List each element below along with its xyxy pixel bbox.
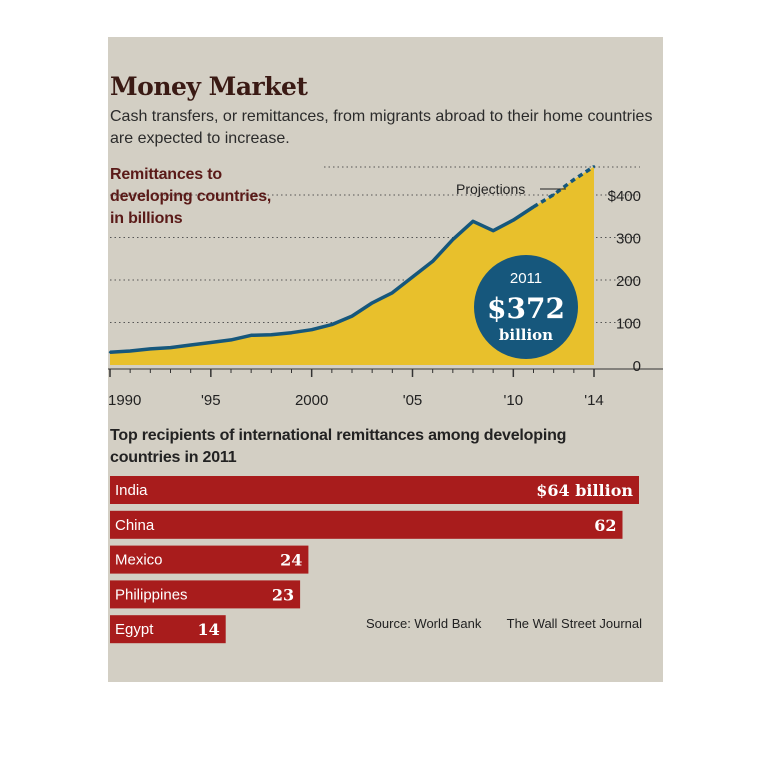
area-chart-title-line-2: developing countries, (110, 188, 271, 205)
bar-label-egypt: Egypt (115, 621, 154, 638)
projections-label: Projections (456, 181, 525, 197)
bar-label-philippines: Philippines (115, 586, 188, 603)
remittance-area-chart: 1990 '95 2000 '05 '10 '14 0 100 200 300 $400 Remi… (108, 165, 663, 409)
subtitle-line-2: are expected to increase. (110, 130, 290, 147)
infographic-subtitle: Cash transfers, or remittances, from mig… (110, 108, 657, 147)
data-points (108, 165, 596, 354)
credit-note: The Wall Street Journal (507, 616, 642, 631)
data-point-1990 (108, 351, 112, 354)
callout-bubble: 2011 $372 billion (474, 255, 578, 359)
bar-chart-title-line-1: Top recipients of international remittan… (110, 427, 566, 444)
data-point-2014 (592, 165, 596, 168)
subtitle-line-1: Cash transfers, or remittances, from mig… (110, 108, 652, 125)
bar-egypt: Egypt 14 (110, 615, 226, 644)
x-tick-label-2014: '14 (584, 392, 604, 409)
y-tick-label-300: 300 (616, 231, 641, 248)
callout-unit: billion (499, 326, 553, 344)
data-point-2008 (471, 220, 475, 223)
callout-value: $372 (487, 292, 565, 325)
data-point-1999 (290, 331, 293, 334)
data-point-1993 (169, 346, 172, 349)
bar-mexico: Mexico 24 (110, 545, 309, 574)
actual-series-line (109, 205, 535, 355)
data-point-2001 (330, 323, 333, 326)
data-point-1996 (229, 338, 233, 342)
data-point-1995 (209, 341, 212, 344)
bar-rect-india (110, 476, 639, 504)
callout-year: 2011 (510, 270, 542, 287)
y-axis-labels: 0 100 200 300 $400 (608, 188, 641, 375)
bar-label-mexico: Mexico (115, 552, 163, 569)
x-tick-label-2010: '10 (504, 392, 524, 409)
data-point-2006 (431, 260, 434, 263)
infographic-svg: Money Market Cash transfers, or remittan… (108, 72, 663, 644)
area-chart-title: Remittances to developing countries, in … (110, 166, 275, 227)
y-tick-label-100: 100 (616, 316, 641, 333)
x-tick-label-1990: 1990 (108, 392, 141, 409)
infographic-title: Money Market (110, 72, 308, 101)
bar-rect-philippines (110, 580, 301, 609)
data-point-2009 (492, 229, 495, 232)
bar-rect-china (110, 510, 623, 539)
bar-value-egypt: 14 (197, 620, 219, 639)
data-point-2013 (572, 178, 575, 181)
data-point-2012 (552, 193, 555, 196)
bar-rect-mexico (110, 545, 309, 574)
bar-value-china: 62 (594, 516, 616, 535)
bars: India $64 billion China 62 Mexico 24 Philippin… (110, 476, 639, 644)
bar-chart-title-line-2: countries in 2011 (110, 449, 237, 466)
bar-china: China 62 (110, 510, 623, 539)
data-point-2007 (451, 238, 454, 241)
bar-label-india: India (115, 482, 148, 499)
x-tick-label-1995: '95 (201, 392, 221, 409)
bar-philippines: Philippines 23 (110, 580, 301, 609)
infographic-panel: Money Market Cash transfers, or remittan… (108, 37, 663, 682)
data-point-1998 (270, 333, 273, 336)
x-axis-ticks: 1990 '95 2000 '05 '10 '14 (108, 369, 604, 409)
data-point-1991 (129, 349, 132, 353)
area-chart-title-line-3: in billions (110, 210, 183, 227)
data-point-1992 (149, 347, 152, 351)
data-point-2010 (512, 218, 515, 222)
data-point-2011 (532, 205, 535, 209)
bar-rect-egypt (110, 615, 226, 644)
y-tick-label-200: 200 (616, 273, 641, 290)
y-tick-label-400: $400 (608, 188, 641, 205)
area-chart-title-line-1: Remittances to (110, 166, 222, 183)
data-point-2004 (391, 291, 394, 294)
data-point-1997 (250, 334, 253, 337)
bar-india: India $64 billion (110, 476, 639, 504)
data-point-2000 (310, 328, 313, 331)
bar-value-philippines: 23 (272, 585, 294, 604)
bar-chart-title: Top recipients of international remittan… (110, 427, 570, 466)
data-point-2002 (350, 314, 354, 318)
y-tick-label-0: 0 (633, 358, 641, 375)
x-tick-label-2005: '05 (403, 392, 423, 409)
bar-value-mexico: 24 (280, 551, 302, 570)
top-recipients-bar-chart: Top recipients of international remittan… (110, 427, 639, 644)
bar-value-india: $64 billion (536, 481, 633, 500)
bar-label-china: China (115, 517, 155, 534)
projection-series-line (532, 165, 595, 209)
area-fill (110, 166, 594, 365)
x-tick-label-2000: 2000 (295, 392, 328, 409)
source-note: Source: World Bank (366, 616, 482, 631)
data-point-1994 (189, 343, 192, 347)
data-point-2003 (371, 301, 374, 305)
callout-circle (474, 255, 578, 359)
data-point-2005 (411, 275, 414, 279)
